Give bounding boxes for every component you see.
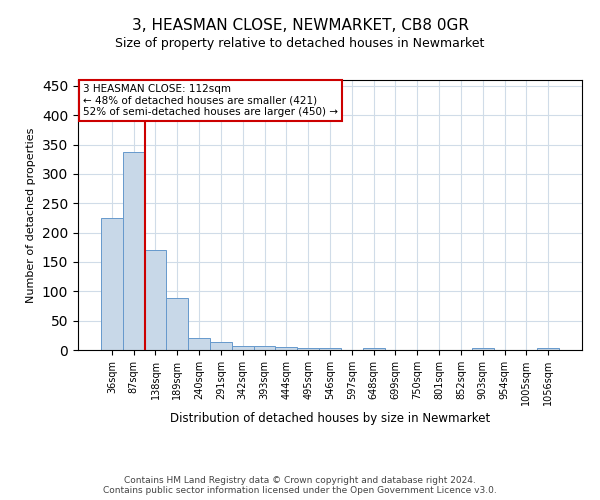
Bar (537, 348, 559, 350)
Bar (275, 347, 297, 350)
Text: Contains HM Land Registry data © Crown copyright and database right 2024.
Contai: Contains HM Land Registry data © Crown c… (103, 476, 497, 495)
Bar (319, 348, 341, 350)
Bar (363, 348, 385, 350)
Text: Size of property relative to detached houses in Newmarket: Size of property relative to detached ho… (115, 38, 485, 51)
Bar (232, 346, 254, 350)
Text: 3 HEASMAN CLOSE: 112sqm
← 48% of detached houses are smaller (421)
52% of semi-d: 3 HEASMAN CLOSE: 112sqm ← 48% of detache… (83, 84, 338, 117)
X-axis label: Distribution of detached houses by size in Newmarket: Distribution of detached houses by size … (170, 412, 490, 425)
Bar (472, 348, 494, 350)
Bar (297, 348, 319, 350)
Bar (123, 152, 145, 350)
Bar (254, 346, 275, 350)
Text: 3, HEASMAN CLOSE, NEWMARKET, CB8 0GR: 3, HEASMAN CLOSE, NEWMARKET, CB8 0GR (131, 18, 469, 32)
Bar (188, 338, 210, 350)
Bar (166, 298, 188, 350)
Bar (101, 218, 123, 350)
Bar (145, 250, 166, 350)
Bar (210, 342, 232, 350)
Y-axis label: Number of detached properties: Number of detached properties (26, 128, 37, 302)
